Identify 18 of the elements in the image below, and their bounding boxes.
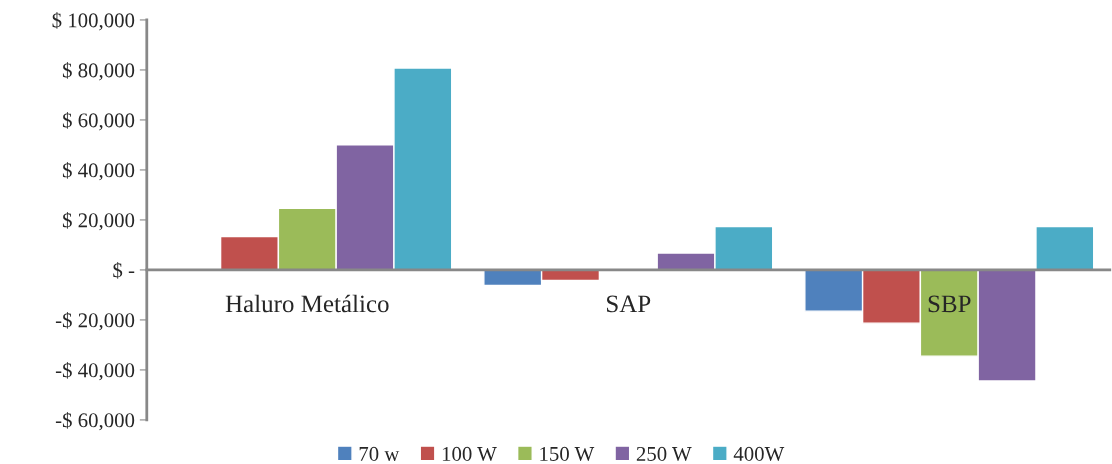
x-tick-label: Haluro Metálico (225, 294, 389, 313)
y-tick-label: $ 20,000 (62, 212, 135, 231)
y-tick-label: $ - (113, 262, 135, 279)
legend-label: 250 W (636, 446, 692, 462)
y-tick-label: $ 60,000 (62, 112, 135, 131)
y-tick-label: -$ 20,000 (55, 312, 135, 331)
x-tick-label: SBP (928, 295, 971, 313)
y-tick-label: -$ 40,000 (55, 362, 135, 381)
y-tick-label: $ 80,000 (62, 62, 135, 81)
x-tick-label: SAP (607, 295, 651, 313)
y-tick-label: $ 100,000 (52, 12, 135, 31)
legend-label: 100 W (442, 446, 497, 462)
legend-label: 150 W (540, 446, 595, 462)
bar (1035, 225, 1095, 271)
legend-label: 400W (733, 446, 785, 462)
y-tick-label: $ 40,000 (62, 162, 135, 181)
y-tick-label: -$ 60,000 (55, 412, 135, 431)
legend-label: 70 w (359, 446, 400, 461)
